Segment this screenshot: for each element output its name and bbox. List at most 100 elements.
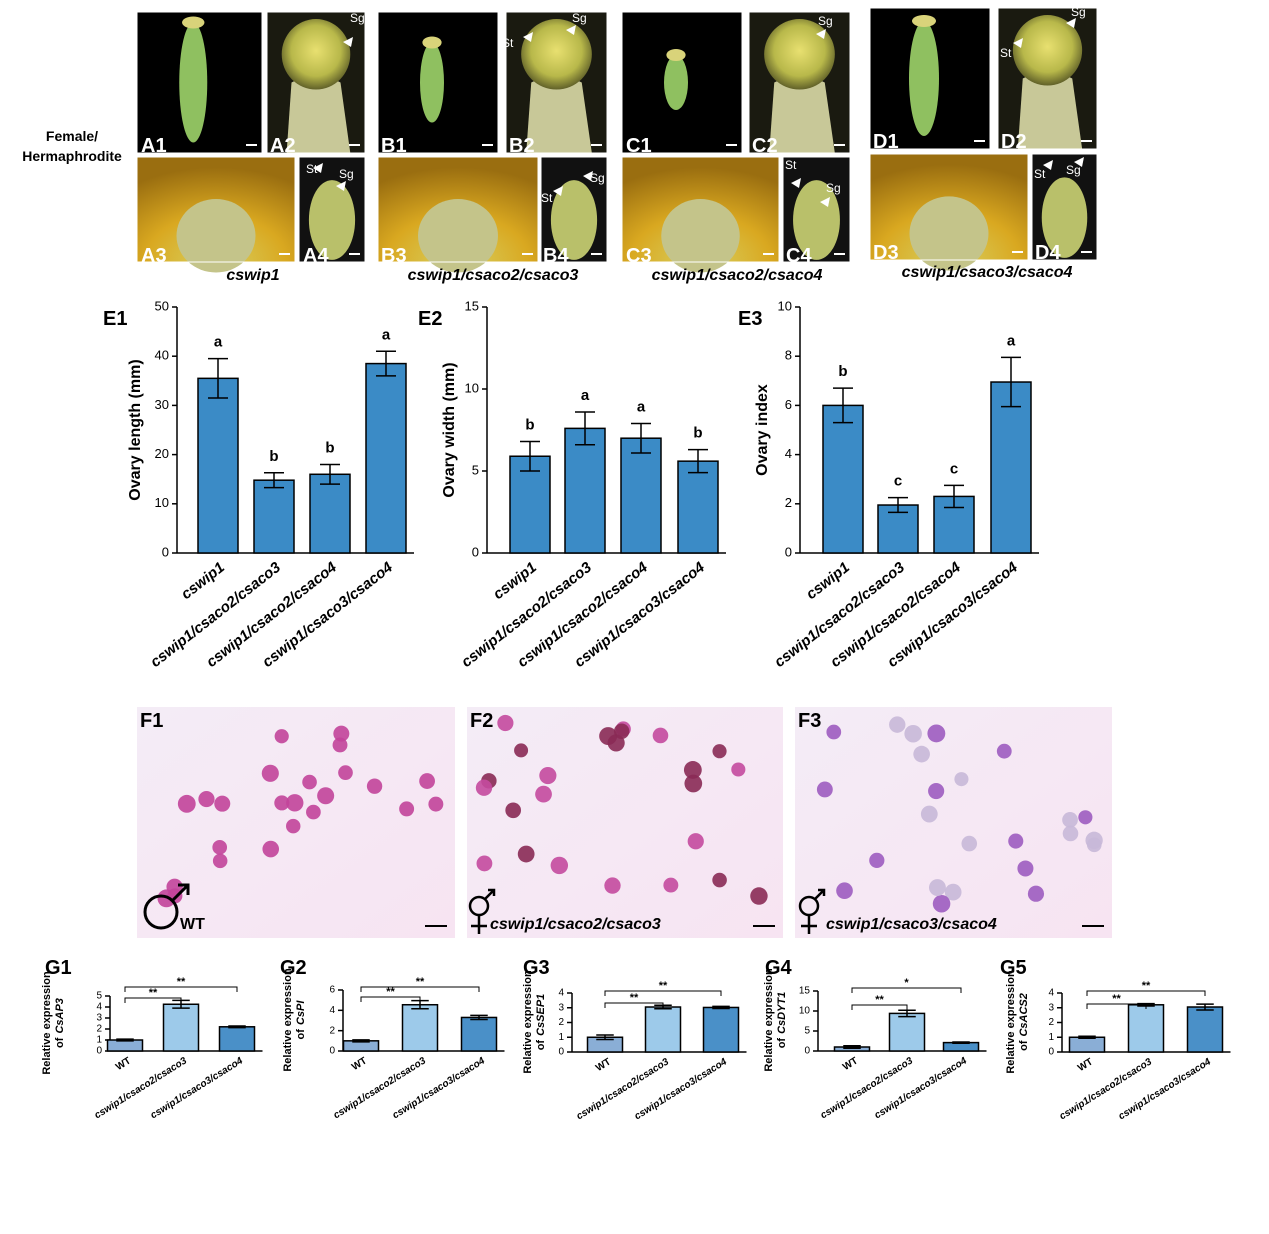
pollen-grain: [212, 840, 228, 855]
y-tick-label: 0: [472, 544, 479, 559]
y-tick-label: 4: [96, 1002, 102, 1013]
photo-flower: [764, 19, 835, 90]
pollen-grain: [274, 795, 290, 811]
marker-label: St: [306, 162, 318, 176]
photo-flower: [422, 36, 442, 49]
y-tick-label: 3: [96, 1013, 102, 1024]
x-tick-label: cswip1: [803, 559, 853, 603]
y-axis-label: of CsPI: [295, 1000, 307, 1040]
bar: [644, 1006, 682, 1053]
y-tick-label: 6: [785, 397, 792, 412]
pollen-grain: [961, 835, 978, 852]
pollen-grain: [652, 727, 669, 744]
significance-label: **: [630, 992, 639, 1004]
x-tick-label: WT: [594, 1056, 613, 1074]
panel-label: G1: [45, 957, 72, 979]
photo-flower: [666, 49, 686, 61]
y-axis-label-part: of: [535, 1040, 547, 1051]
panel-label: B2: [509, 135, 535, 157]
photo-frame: [869, 7, 991, 150]
bar: [702, 1006, 740, 1053]
error-bar: [376, 350, 396, 377]
y-tick-label: 6: [329, 985, 335, 996]
pollen-grain: [1027, 885, 1045, 902]
pollen-grain: [274, 729, 289, 744]
marker-label: Sg: [572, 11, 587, 25]
x-tick-label: cswip1/csaco3/csaco4: [633, 1056, 730, 1122]
significance-bracket: [604, 990, 722, 996]
x-tick-label: cswip1/csaco2/csaco3: [575, 1056, 672, 1122]
photo-ovary: [909, 196, 989, 271]
y-axis-label-part: of: [295, 1029, 307, 1040]
marker-arrow: [1066, 18, 1076, 28]
error-bar: [843, 1045, 861, 1049]
significance-bracket: [360, 996, 421, 1002]
marker-arrow: [336, 181, 346, 191]
y-axis-label: Ovary index: [754, 384, 771, 476]
bar: [162, 1003, 200, 1052]
pollen-grain: [366, 778, 383, 794]
pollen-grain: [177, 794, 196, 813]
pollen-grain: [869, 852, 885, 868]
error-bar: [952, 1041, 970, 1044]
photo-flower: [912, 15, 936, 27]
photo-frame: [997, 7, 1098, 150]
panel-label: D4: [1035, 242, 1061, 264]
x-tick-label: cswip1/csaco3/csaco4: [873, 1055, 970, 1121]
pollen-grain: [712, 872, 727, 888]
significance-letter: a: [581, 387, 590, 404]
y-axis-label: Relative expression: [1005, 970, 1017, 1074]
pollen-grain: [996, 743, 1012, 759]
significance-bracket: [851, 987, 962, 993]
bar: [197, 377, 239, 554]
marker-label: Sg: [818, 14, 833, 28]
pollen-grain: [913, 745, 930, 763]
marker-arrow: [566, 25, 576, 35]
y-tick-label: 5: [472, 462, 479, 477]
panel-label: G4: [765, 957, 793, 979]
photo-frame: [377, 156, 539, 263]
pollen-grain: [1062, 812, 1078, 828]
y-tick-label: 3: [558, 1002, 564, 1013]
x-tick-label: cswip1/csaco2/csaco3: [819, 1055, 916, 1121]
pollen-grain: [712, 744, 727, 759]
pollen-grain: [920, 805, 938, 823]
marker-label: Sg: [590, 171, 605, 185]
y-tick-label: 10: [799, 1006, 811, 1017]
y-tick-label: 5: [804, 1026, 810, 1037]
y-tick-label: 15: [465, 298, 479, 313]
pollen-grain: [1078, 810, 1093, 825]
genotype-caption: cswip1: [226, 267, 279, 284]
photo-frame: [782, 156, 851, 263]
significance-bracket: [124, 986, 238, 992]
photo-ovary: [661, 199, 740, 273]
pollen-grain: [505, 802, 522, 819]
photo-panels: A1 A2 A3 A4 B1 B2 B3 B4 C1 C2 C3 C4 D1 D2 D3 D4 Sg St Sg Sg…: [136, 5, 1098, 273]
panel-label: E3: [738, 308, 762, 330]
marker-arrow: [820, 197, 830, 207]
pollen-grain: [1086, 837, 1102, 853]
marker-arrow: [553, 186, 563, 196]
panel-label: E1: [103, 308, 127, 330]
row-label: Hermaphrodite: [22, 148, 122, 164]
photo-frame: [540, 156, 608, 263]
pollen-grain: [419, 773, 435, 789]
photo-frame: [505, 11, 608, 154]
bar: [1186, 1006, 1224, 1053]
photo-frame: [621, 11, 743, 154]
y-tick-label: 1: [1048, 1032, 1054, 1043]
pollen-grain: [663, 877, 679, 893]
significance-label: **: [875, 994, 884, 1006]
marker-arrow: [523, 32, 533, 42]
pollen-grain: [333, 725, 350, 742]
photo-ovary: [420, 42, 444, 123]
y-tick-label: 15: [799, 986, 811, 997]
pollen-grain: [338, 765, 353, 780]
panel-label: F1: [140, 710, 163, 732]
marker-label: St: [785, 158, 797, 172]
marker-arrow: [343, 37, 353, 47]
y-tick-label: 4: [329, 1005, 335, 1016]
pollen-grain: [550, 856, 569, 875]
significance-label: **: [149, 987, 158, 999]
y-axis-label: Relative expression: [522, 970, 534, 1074]
